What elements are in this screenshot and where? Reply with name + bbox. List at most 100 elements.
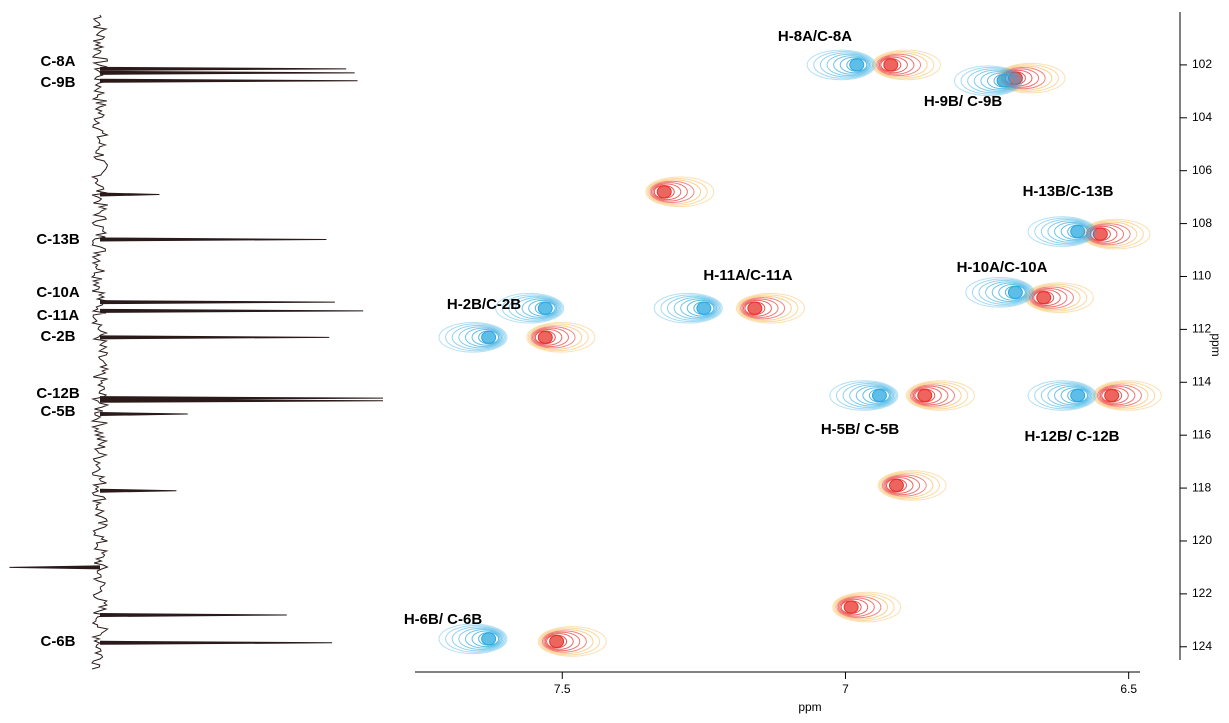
projection-label: C-9B [40,74,75,91]
contour [873,50,935,79]
peak-core [1070,389,1086,403]
contour [835,381,897,410]
contour [464,629,502,649]
contour [837,597,875,617]
contour [908,383,962,409]
contour [806,49,876,81]
contour [540,628,594,654]
contour [1047,384,1093,407]
contour [986,72,1016,90]
x-tick-label: 7 [842,682,849,696]
contour [1060,223,1090,240]
contour [445,323,507,352]
contour [1088,225,1118,243]
contour [907,381,969,410]
projection-peak [99,237,327,242]
contour [965,277,1035,308]
contour [829,380,899,411]
projection-peak [9,565,101,570]
y-axis-title: ppm [1209,333,1223,356]
contour [530,326,576,349]
contour [911,385,949,406]
peak [1024,282,1094,313]
peak-label: H-9B/ C-9B [924,93,1003,110]
contour [451,626,505,652]
peak [965,277,1035,308]
contour [438,623,508,655]
peak-core [917,389,933,403]
projection-peak [99,335,330,340]
contour [653,292,723,324]
y-tick-label: 116 [1192,427,1211,441]
contour [998,284,1028,301]
peak-core [871,389,887,403]
contour [1031,289,1061,306]
peak-core [696,301,712,315]
y-tick-label: 102 [1192,57,1212,71]
contour [833,55,871,75]
peak-core [849,58,865,72]
contour [741,298,779,318]
contour [878,471,940,500]
contour [680,298,718,318]
peak [438,322,508,353]
peak-label: H-13B/C-13B [1023,183,1114,200]
contour [742,299,772,317]
contour [839,56,869,74]
contour [1040,219,1094,245]
contour [836,596,882,619]
peak [495,292,565,324]
peak-core [1104,389,1120,403]
contour [1027,216,1097,247]
contour [855,385,893,406]
peak-core [481,330,497,344]
contour [501,294,563,323]
projection-peak [99,78,358,83]
contour [1060,387,1090,404]
contour [543,631,581,652]
contour [842,383,896,409]
contour [539,627,601,656]
peak [645,176,715,208]
contour [1040,383,1094,409]
contour [985,281,1031,304]
contour [884,477,914,494]
contour [531,327,569,348]
contour [1053,221,1091,242]
contour [1085,223,1131,246]
contour [826,53,872,76]
peak-core [883,58,899,72]
peak-core [996,74,1012,88]
contour [527,323,589,352]
peak-core [537,330,553,344]
contour [514,297,560,320]
contour [1030,287,1068,308]
contour [1084,221,1138,247]
peak-core [888,478,904,492]
peak [1081,218,1151,250]
contour [960,66,1022,95]
contour [1096,384,1142,407]
y-tick-label: 108 [1192,216,1212,230]
projection-label: C-11A [37,307,80,324]
contour [980,71,1018,91]
peak [1027,216,1097,247]
contour [738,295,792,321]
contour [1027,380,1097,411]
projection-peak [99,398,384,403]
contour [877,55,915,75]
contour [495,292,565,324]
contour [883,475,921,496]
peak-core [537,301,553,315]
contour [438,322,508,353]
peak [829,380,899,411]
contour [471,329,501,346]
contour [1026,283,1088,312]
projection-label: C-12B [36,385,80,402]
projection-label: C-6B [40,633,75,650]
contour [458,627,504,650]
peak-label: H-5B/ C-5B [821,421,900,438]
contour [528,299,558,317]
contour [819,52,873,78]
